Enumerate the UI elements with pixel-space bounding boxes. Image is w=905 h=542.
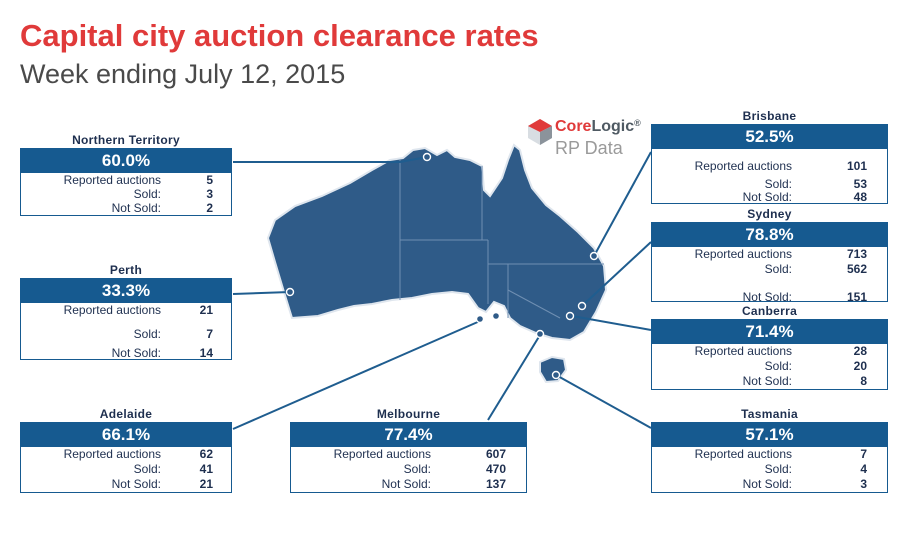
reported-row: Reported auctions 713 (694, 247, 867, 261)
adelaide-panel: Adelaide 66.1% Reported auctions 62 Sold:… (20, 407, 232, 493)
not-sold-row: Not Sold: 21 (111, 477, 213, 491)
clearance-rate: 66.1% (20, 422, 232, 447)
region-name: Tasmania (741, 407, 798, 421)
leader-lines (232, 151, 652, 430)
darwin-marker (422, 152, 432, 162)
hobart-marker (551, 370, 561, 380)
stats-table: Reported auctions 7 Sold: 4 Not Sold: 3 (651, 447, 888, 493)
canberra-marker (565, 311, 575, 321)
clearance-rate: 71.4% (651, 319, 888, 344)
stats-table: Reported auctions 5 Sold: 3 Not Sold: 2 (20, 173, 232, 216)
adelaide-marker (475, 314, 485, 324)
mainland-australia (266, 143, 608, 342)
clearance-rate: 57.1% (651, 422, 888, 447)
sold-row: Sold: 562 (764, 262, 867, 276)
adelaide-marker-2 (491, 311, 501, 321)
stats-table: Reported auctions 713 Sold: 562 Not Sold: 1… (651, 247, 888, 304)
logo-subtext: RP Data (555, 138, 623, 158)
reported-row: Reported auctions 62 (63, 447, 213, 461)
clearance-rate: 33.3% (20, 278, 232, 303)
not-sold-row: Not Sold: 3 (742, 477, 867, 491)
not-sold-row: Not Sold: 137 (381, 477, 506, 491)
brisbane-marker (589, 251, 599, 261)
not-sold-row: Not Sold: 151 (742, 290, 867, 304)
clearance-rate: 78.8% (651, 222, 888, 247)
sold-row: Sold: 41 (133, 462, 213, 476)
clearance-rate: 60.0% (20, 148, 232, 173)
region-name: Northern Territory (72, 133, 180, 147)
sydney-panel: Sydney 78.8% Reported auctions 713 Sold: 5… (651, 207, 888, 304)
sold-row: Sold: 53 (764, 177, 867, 191)
state-borders (399, 160, 604, 319)
logo-brand: CoreLogic® (555, 118, 641, 135)
clearance-rate: 77.4% (290, 422, 527, 447)
stats-table: Reported auctions 21 Sold: 7 Not Sold: 14 (20, 303, 232, 360)
page-title: Capital city auction clearance rates (20, 18, 539, 53)
reported-row: Reported auctions 21 (63, 303, 213, 317)
melbourne-marker (535, 329, 545, 339)
sold-row: Sold: 20 (764, 359, 867, 373)
melbourne-panel: Melbourne 77.4% Reported auctions 607 Sol… (290, 407, 527, 493)
not-sold-row: Not Sold: 48 (742, 190, 867, 204)
page-subtitle: Week ending July 12, 2015 (20, 59, 346, 89)
perth-panel: Perth 33.3% Reported auctions 21 Sold: 7 N… (20, 263, 232, 360)
tasmania-panel: Tasmania 57.1% Reported auctions 7 Sold: 4… (651, 407, 888, 493)
corelogic-hexagon-icon (528, 119, 552, 145)
sold-row: Sold: 470 (403, 462, 506, 476)
city-markers (285, 152, 599, 380)
region-name: Adelaide (99, 407, 153, 421)
reported-row: Reported auctions 7 (694, 447, 867, 461)
not-sold-row: Not Sold: 8 (742, 374, 867, 388)
region-name: Sydney (747, 207, 792, 221)
reported-row: Reported auctions 28 (694, 344, 867, 358)
region-name: Brisbane (742, 109, 797, 123)
reported-row: Reported auctions 5 (63, 173, 213, 187)
region-name: Melbourne (376, 407, 441, 421)
reported-row: Reported auctions 607 (333, 447, 506, 461)
sydney-marker (577, 301, 587, 311)
stats-table: Reported auctions 28 Sold: 20 Not Sold: 8 (651, 344, 888, 390)
sold-row: Sold: 3 (133, 187, 213, 201)
sold-row: Sold: 4 (764, 462, 867, 476)
reported-row: Reported auctions 101 (694, 159, 867, 173)
not-sold-row: Not Sold: 2 (111, 201, 213, 215)
brisbane-panel: Brisbane 52.5% Reported auctions 101 Sold… (651, 109, 888, 204)
stats-table: Reported auctions 62 Sold: 41 Not Sold: 21 (20, 447, 232, 493)
canberra-panel: Canberra 71.4% Reported auctions 28 Sold:… (651, 304, 888, 390)
not-sold-row: Not Sold: 14 (111, 346, 213, 360)
sold-row: Sold: 7 (133, 327, 213, 341)
perth-marker (285, 287, 295, 297)
region-name: Canberra (741, 304, 798, 318)
region-name: Perth (109, 263, 143, 277)
clearance-rate: 52.5% (651, 124, 888, 149)
stats-table: Reported auctions 607 Sold: 470 Not Sold: 1… (290, 447, 527, 493)
northern-territory-panel: Northern Territory 60.0% Reported auctio… (20, 133, 232, 216)
stats-table: Reported auctions 101 Sold: 53 Not Sold: 48 (651, 149, 888, 204)
